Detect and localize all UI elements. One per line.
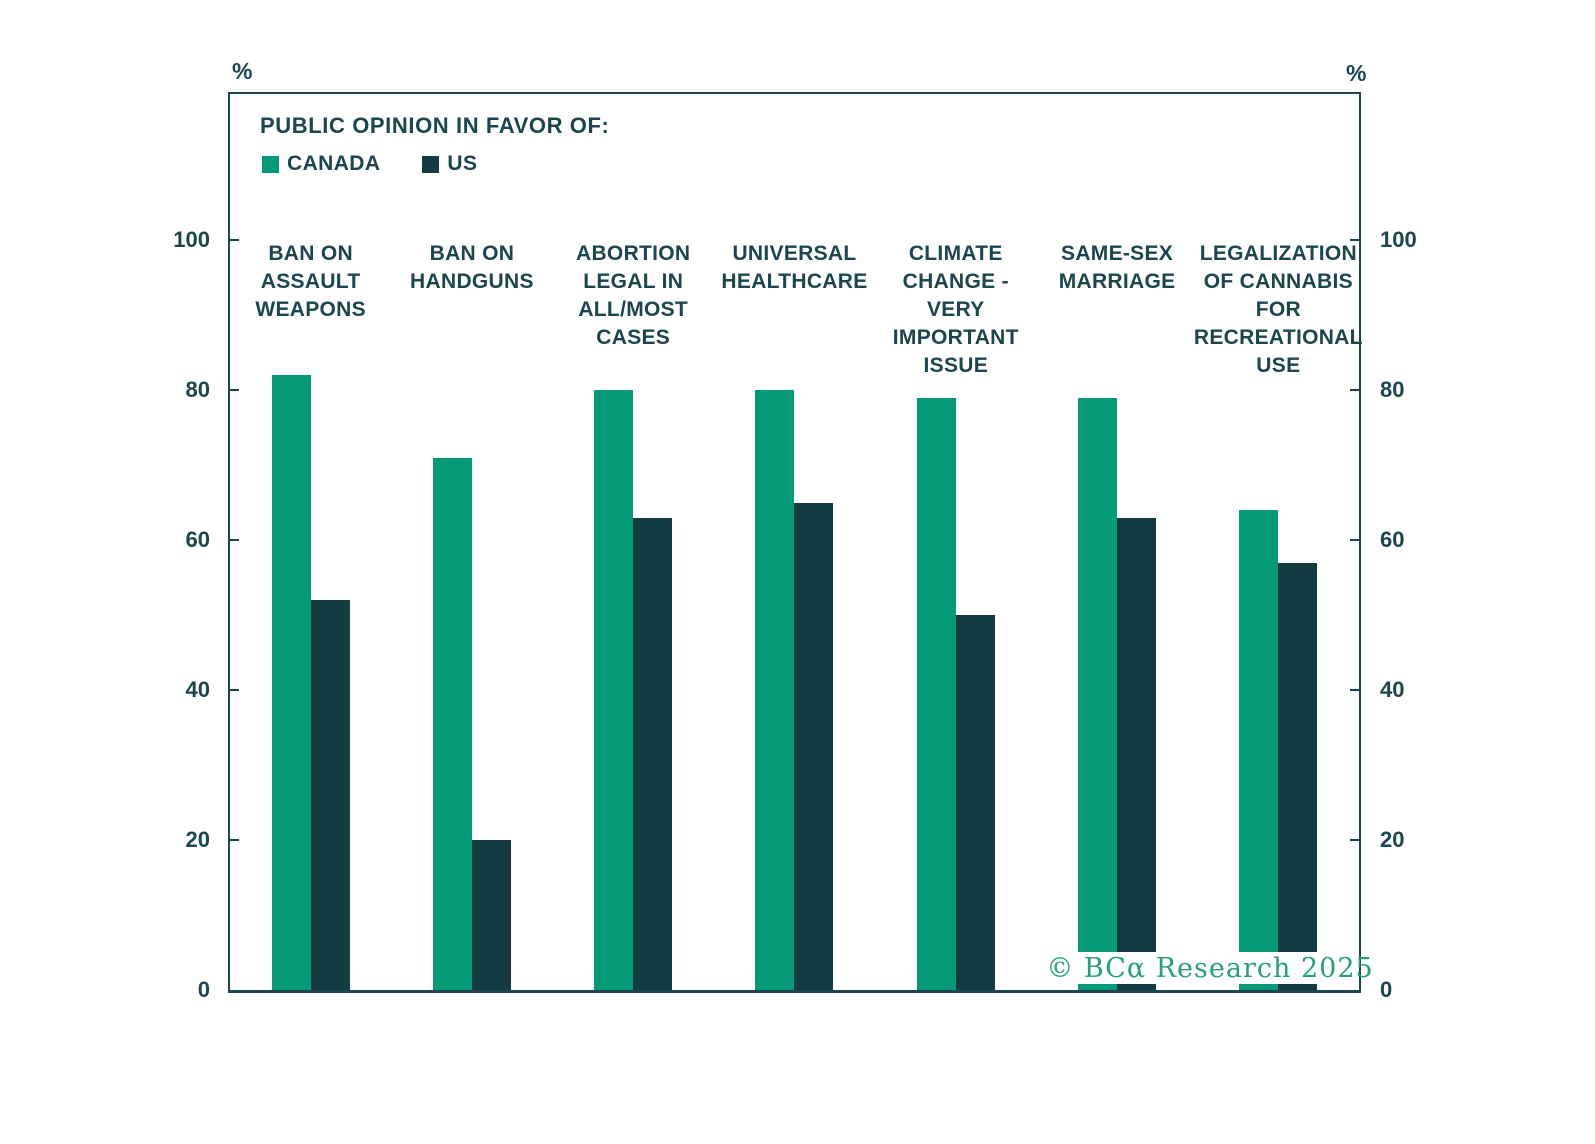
legend-item-canada: CANADA xyxy=(262,152,380,176)
bar-group-4: CLIMATE CHANGE - VERY IMPORTANT ISSUE xyxy=(875,94,1036,990)
bar-us-2 xyxy=(633,517,673,990)
bar-canada-4 xyxy=(916,397,956,990)
y-axis-label-left-60: 60 xyxy=(185,527,210,552)
tick-mark-left-100 xyxy=(230,239,239,241)
bar-pair-6 xyxy=(1239,510,1318,990)
y-axis-label-left-40: 40 xyxy=(185,677,210,702)
bar-pair-2 xyxy=(594,390,673,990)
bar-pair-4 xyxy=(916,397,995,990)
bar-us-3 xyxy=(794,502,834,990)
legend-swatch-canada xyxy=(262,155,279,173)
bar-pair-0 xyxy=(271,375,350,990)
category-label-6: LEGALIZATION OF CANNABIS FOR RECREATIONA… xyxy=(1193,242,1363,377)
tick-mark-left-20 xyxy=(230,839,239,841)
bar-group-0: BAN ON ASSAULT WEAPONS xyxy=(230,94,391,990)
tick-mark-right-20 xyxy=(1350,839,1359,841)
tick-mark-right-40 xyxy=(1350,689,1359,691)
category-label-1: BAN ON HANDGUNS xyxy=(410,242,534,293)
legend-swatch-us xyxy=(422,155,440,173)
category-label-2: ABORTION LEGAL IN ALL/MOST CASES xyxy=(576,242,691,349)
bar-canada-2 xyxy=(594,390,634,990)
watermark: © BCα Research 2025 xyxy=(1046,952,1373,984)
category-label-3: UNIVERSAL HEALTHCARE xyxy=(721,242,868,293)
legend-label-canada: CANADA xyxy=(287,152,381,175)
bar-pair-1 xyxy=(432,457,511,990)
bar-pair-5 xyxy=(1078,397,1157,990)
bar-group-2: ABORTION LEGAL IN ALL/MOST CASES xyxy=(553,94,714,990)
bar-us-4 xyxy=(955,615,995,990)
watermark-text: © BCα Research 2025 xyxy=(1046,952,1374,984)
bar-canada-1 xyxy=(432,457,472,990)
legend-item-us: US xyxy=(422,152,477,176)
bar-us-6 xyxy=(1278,562,1318,990)
bar-pair-3 xyxy=(755,390,834,990)
chart-title: PUBLIC OPINION IN FAVOR OF: xyxy=(260,113,610,138)
legend: CANADA US xyxy=(262,152,477,176)
bar-group-1: BAN ON HANDGUNS xyxy=(391,94,552,990)
tick-mark-left-40 xyxy=(230,689,239,691)
bar-us-1 xyxy=(471,840,511,990)
bar-group-5: SAME-SEX MARRIAGE xyxy=(1036,94,1197,990)
y-axis-label-right-60: 60 xyxy=(1380,527,1405,552)
bar-group-6: LEGALIZATION OF CANNABIS FOR RECREATIONA… xyxy=(1194,94,1362,990)
bar-us-5 xyxy=(1117,517,1157,990)
tick-mark-left-80 xyxy=(230,389,239,391)
y-axis-label-left-20: 20 xyxy=(185,827,210,852)
category-label-0: BAN ON ASSAULT WEAPONS xyxy=(255,242,366,321)
tick-mark-right-60 xyxy=(1350,539,1359,541)
left-axis-unit-label: % xyxy=(232,58,253,84)
legend-label-us: US xyxy=(447,152,478,175)
plot-area: PUBLIC OPINION IN FAVOR OF: CANADA US BA… xyxy=(228,92,1362,993)
y-axis-label-left-0: 0 xyxy=(197,977,210,1002)
y-axis-label-right-100: 100 xyxy=(1380,227,1417,252)
category-label-4: CLIMATE CHANGE - VERY IMPORTANT ISSUE xyxy=(892,242,1019,377)
y-axis-label-right-40: 40 xyxy=(1380,677,1405,702)
y-axis-label-right-0: 0 xyxy=(1380,977,1393,1002)
y-axis-label-right-20: 20 xyxy=(1380,827,1405,852)
tick-mark-right-80 xyxy=(1350,389,1359,391)
tick-mark-right-100 xyxy=(1350,239,1359,241)
bar-canada-0 xyxy=(271,375,311,990)
bar-canada-5 xyxy=(1078,397,1118,990)
category-label-5: SAME-SEX MARRIAGE xyxy=(1058,242,1176,293)
right-axis-unit-label: % xyxy=(1346,60,1367,86)
y-axis-label-left-100: 100 xyxy=(173,227,210,252)
bar-group-3: UNIVERSAL HEALTHCARE xyxy=(714,94,875,990)
y-axis-label-right-80: 80 xyxy=(1380,377,1405,402)
bar-us-0 xyxy=(310,600,350,990)
y-axis-label-left-80: 80 xyxy=(185,377,210,402)
tick-mark-left-60 xyxy=(230,539,239,541)
bar-canada-6 xyxy=(1239,510,1279,990)
bar-canada-3 xyxy=(755,390,795,990)
